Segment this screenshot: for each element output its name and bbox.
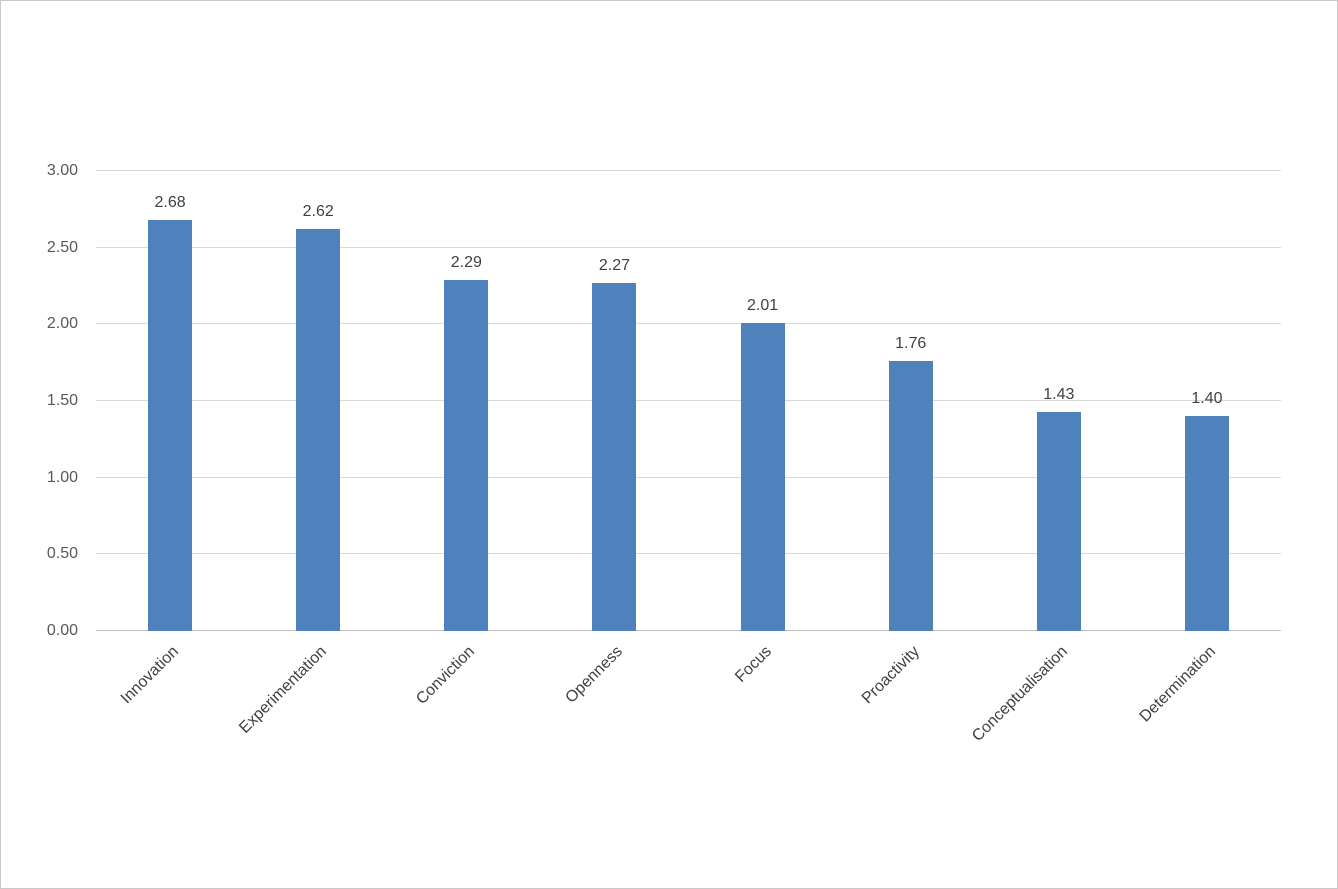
bar-value-label: 2.68 xyxy=(154,194,186,212)
category-label: Innovation xyxy=(117,643,183,708)
gridline xyxy=(96,553,1281,555)
bar-value-label: 2.01 xyxy=(746,296,779,314)
category-label: Experimentation xyxy=(236,643,331,737)
y-axis-tick-label: 3.00 xyxy=(46,162,78,179)
y-axis-tick-label: 2.00 xyxy=(46,315,78,333)
category-label: Proactivity xyxy=(858,643,923,708)
bar-value-label: 2.62 xyxy=(302,203,334,221)
bar xyxy=(888,361,933,631)
bar xyxy=(444,279,489,631)
y-axis: 0.00 0.50 1.00 1.50 2.00 2.50 3.00 xyxy=(1,163,86,639)
bar xyxy=(592,282,637,631)
plot-area: Innovation Experimentation Conviction Openn… xyxy=(96,170,1281,745)
y-axis-tick-label: 0.50 xyxy=(46,545,78,563)
x-axis-line xyxy=(96,630,1281,631)
gridline xyxy=(96,170,1281,171)
bar xyxy=(1184,416,1229,631)
gridline xyxy=(96,246,1281,248)
category-label: Conceptualisation xyxy=(968,643,1071,745)
category-label: Determination xyxy=(1136,643,1219,726)
category-label: Focus xyxy=(731,643,775,686)
bar-value-label: 2.27 xyxy=(598,256,630,274)
gridline xyxy=(96,476,1281,478)
category-label: Openness xyxy=(562,643,627,707)
bar-value-label: 1.40 xyxy=(1191,390,1223,408)
bar-value-label: 1.43 xyxy=(1043,385,1075,403)
bar xyxy=(148,220,193,631)
y-axis-tick-label: 1.50 xyxy=(46,392,78,409)
bar-value-label: 1.76 xyxy=(895,335,927,353)
bar xyxy=(296,229,341,631)
bar xyxy=(1036,411,1081,631)
x-axis-labels: Innovation Experimentation Conviction Openn… xyxy=(96,631,1281,801)
category-label: Conviction xyxy=(413,643,479,708)
gridline xyxy=(96,400,1281,401)
gridline xyxy=(96,323,1281,325)
y-axis-tick-label: 2.50 xyxy=(46,238,78,256)
y-axis-tick-label: 0.00 xyxy=(46,622,78,639)
y-axis-tick-label: 1.00 xyxy=(46,468,78,486)
bar-value-label: 2.29 xyxy=(450,253,482,271)
bar xyxy=(740,322,785,631)
